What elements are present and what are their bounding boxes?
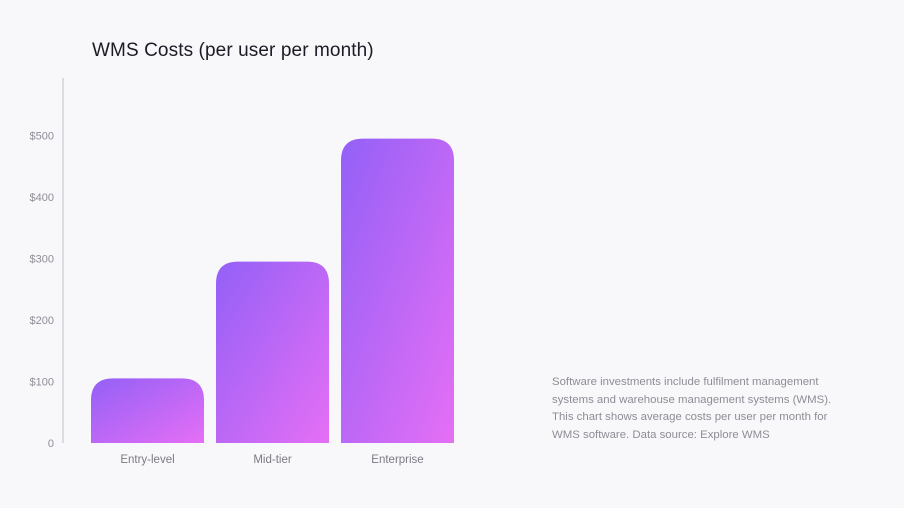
y-tick-label: $400 xyxy=(30,192,54,204)
chart-caption: Software investments include fulfilment … xyxy=(552,376,832,441)
y-tick-labels: 0 $100 $200 $300 $400 $500 xyxy=(30,131,54,451)
bar-mid-tier xyxy=(216,261,329,443)
category-label: Entry-level xyxy=(120,454,174,466)
y-tick-label: 0 xyxy=(48,438,54,450)
category-label: Enterprise xyxy=(371,454,423,466)
chart-title: WMS Costs (per user per month) xyxy=(92,40,374,61)
category-labels: Entry-level Mid-tier Enterprise xyxy=(120,454,423,466)
category-label: Mid-tier xyxy=(253,454,292,466)
y-tick-label: $300 xyxy=(30,254,54,266)
y-tick-label: $500 xyxy=(30,131,54,143)
y-tick-label: $200 xyxy=(30,315,54,327)
bar-entry-level xyxy=(91,378,204,443)
bars xyxy=(91,138,454,443)
y-tick-label: $100 xyxy=(30,377,54,389)
bar-enterprise xyxy=(341,138,454,443)
